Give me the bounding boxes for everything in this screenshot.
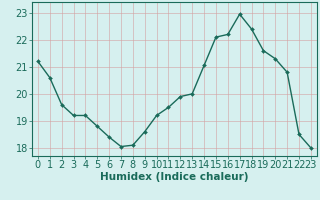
X-axis label: Humidex (Indice chaleur): Humidex (Indice chaleur) xyxy=(100,172,249,182)
